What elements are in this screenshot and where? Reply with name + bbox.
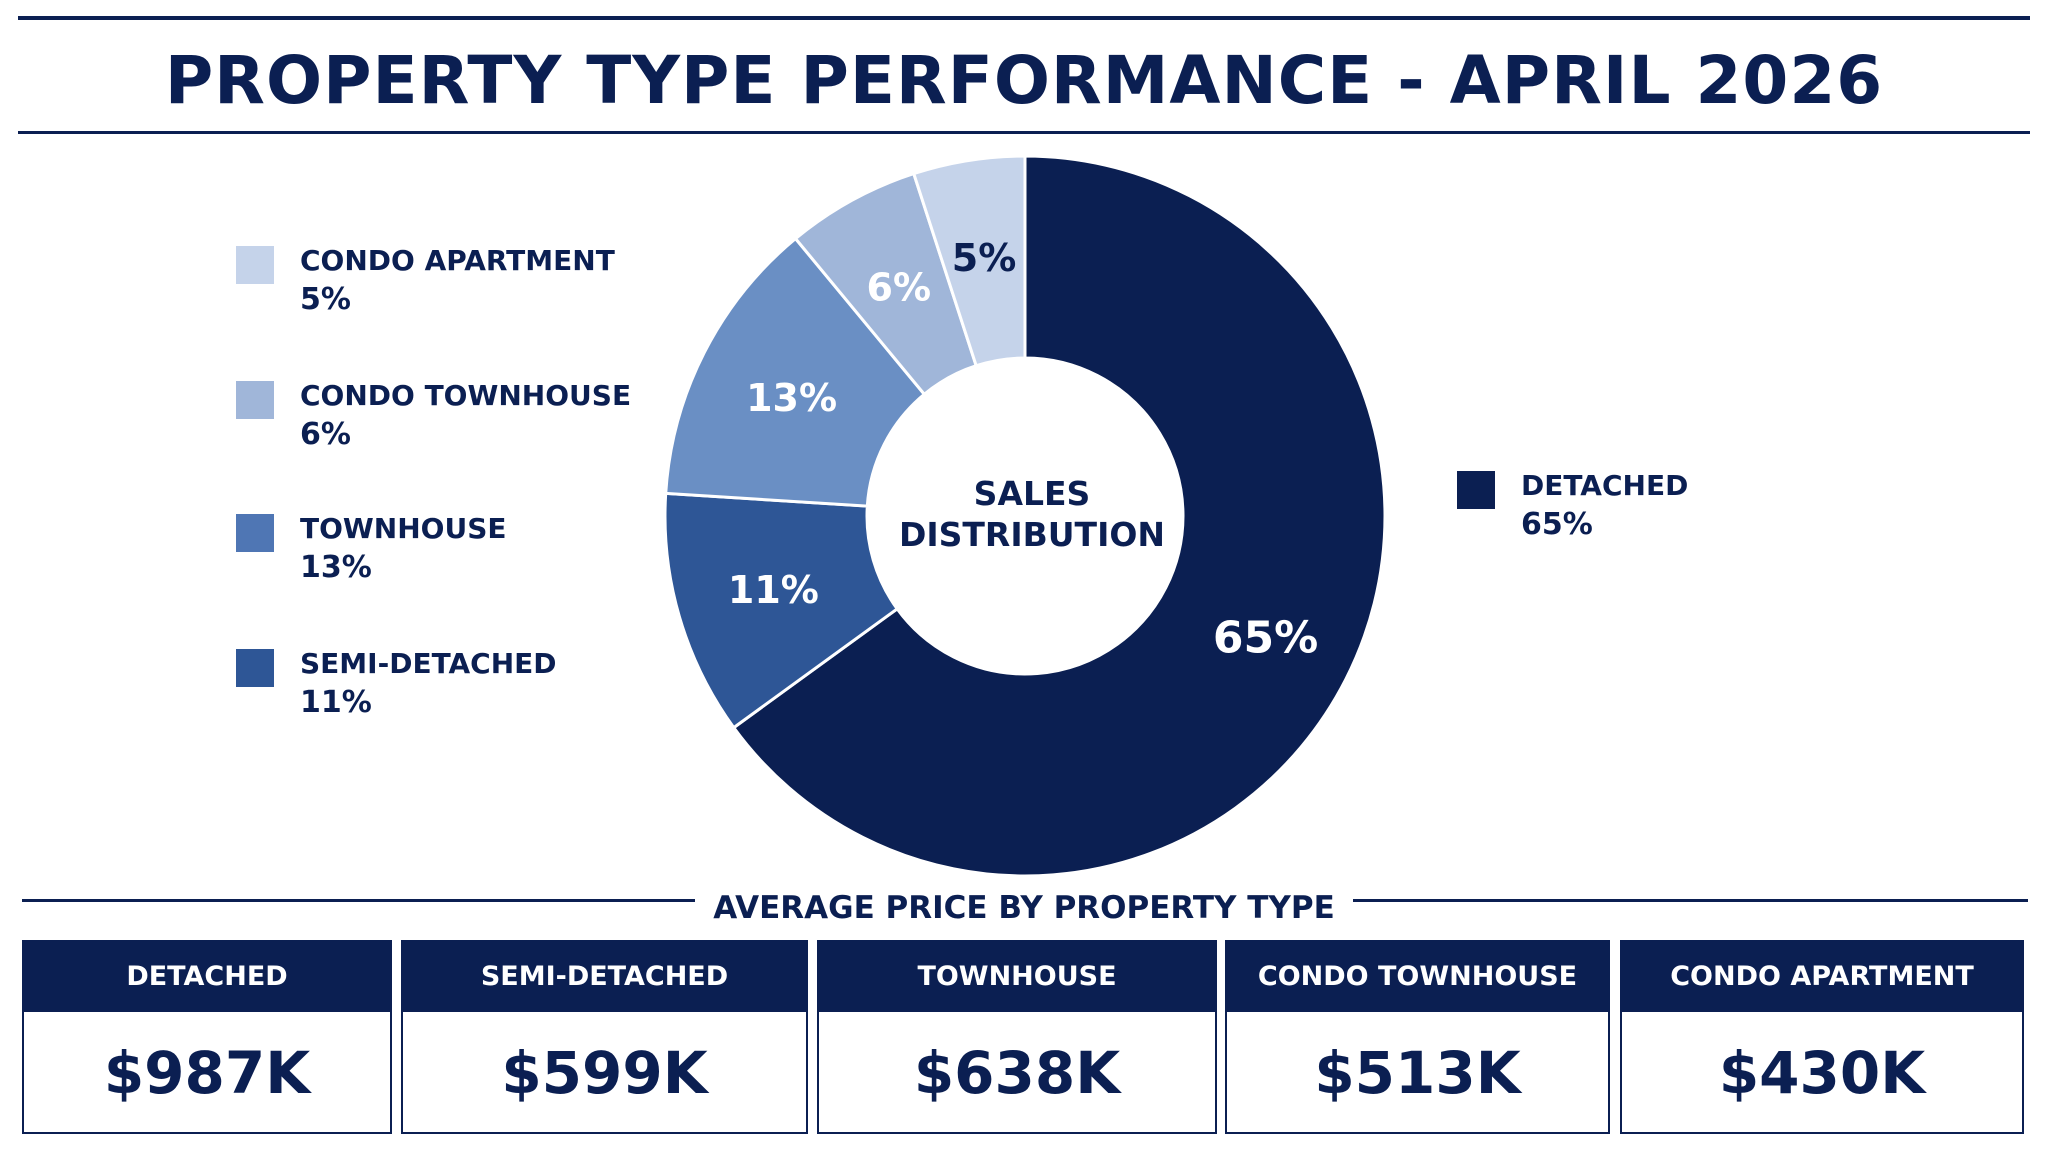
- legend-percent: 13%: [300, 550, 372, 585]
- price-card-label: TOWNHOUSE: [819, 942, 1215, 1012]
- legend-swatch: [236, 246, 274, 284]
- donut-center-label-line-1: SALES: [974, 474, 1091, 513]
- donut-slice-semi-detached: [663, 491, 900, 730]
- title-bottom-rule: [18, 131, 2030, 134]
- legend-label: CONDO TOWNHOUSE: [300, 379, 632, 412]
- legend-swatch: [236, 381, 274, 419]
- legend-label: DETACHED: [1521, 469, 1689, 502]
- price-card-value: $638K: [913, 1039, 1121, 1107]
- price-card-label: CONDO TOWNHOUSE: [1227, 942, 1608, 1012]
- legend-percent: 6%: [300, 417, 351, 452]
- legend-swatch: [236, 514, 274, 552]
- title-top-rule: [18, 16, 2030, 20]
- price-card-label: CONDO APARTMENT: [1622, 942, 2022, 1012]
- legend-percent: 65%: [1521, 507, 1593, 542]
- price-card-condo-townhouse: CONDO TOWNHOUSE $513K: [1225, 940, 1610, 1134]
- legend-label: SEMI-DETACHED: [300, 647, 557, 680]
- price-card-condo-apartment: CONDO APARTMENT $430K: [1620, 940, 2024, 1134]
- legend-label: TOWNHOUSE: [300, 512, 507, 545]
- section-title-text: AVERAGE PRICE BY PROPERTY TYPE: [695, 884, 1353, 932]
- donut-slice-label-townhouse: 13%: [746, 376, 837, 420]
- legend-label: CONDO APARTMENT: [300, 244, 615, 277]
- legend-swatch: [1457, 471, 1495, 509]
- price-card-detached: DETACHED $987K: [22, 940, 392, 1134]
- donut-slice-label-semi-detached: 11%: [728, 568, 819, 612]
- donut-slice-label-detached: 65%: [1213, 613, 1318, 664]
- price-card-label: SEMI-DETACHED: [403, 942, 806, 1012]
- price-card-value: $987K: [103, 1039, 311, 1107]
- average-price-section-title: AVERAGE PRICE BY PROPERTY TYPE: [0, 884, 2048, 932]
- price-card-value: $513K: [1314, 1039, 1521, 1107]
- donut-slice-townhouse: [664, 236, 927, 508]
- legend-percent: 11%: [300, 685, 372, 720]
- price-card-semi-detached: SEMI-DETACHED $599K: [401, 940, 808, 1134]
- donut-slice-label-condo-apartment: 5%: [952, 236, 1017, 280]
- page-title: PROPERTY TYPE PERFORMANCE - APRIL 2026: [164, 42, 1884, 119]
- price-card-label: DETACHED: [24, 942, 390, 1012]
- sales-distribution-donut-chart: 65% 11% 13% 6% 5% SALES DISTRIBUTION: [663, 154, 1387, 878]
- legend-percent: 5%: [300, 282, 351, 317]
- price-card-value: $430K: [1718, 1039, 1926, 1107]
- donut-slice-detached: [731, 154, 1387, 878]
- price-card-townhouse: TOWNHOUSE $638K: [817, 940, 1217, 1134]
- legend-swatch: [236, 649, 274, 687]
- donut-slice-label-condo-townhouse: 6%: [867, 265, 932, 309]
- price-card-value: $599K: [501, 1039, 708, 1107]
- donut-center-label-line-2: DISTRIBUTION: [899, 515, 1165, 554]
- donut-slice-condo-apartment: [911, 154, 1027, 368]
